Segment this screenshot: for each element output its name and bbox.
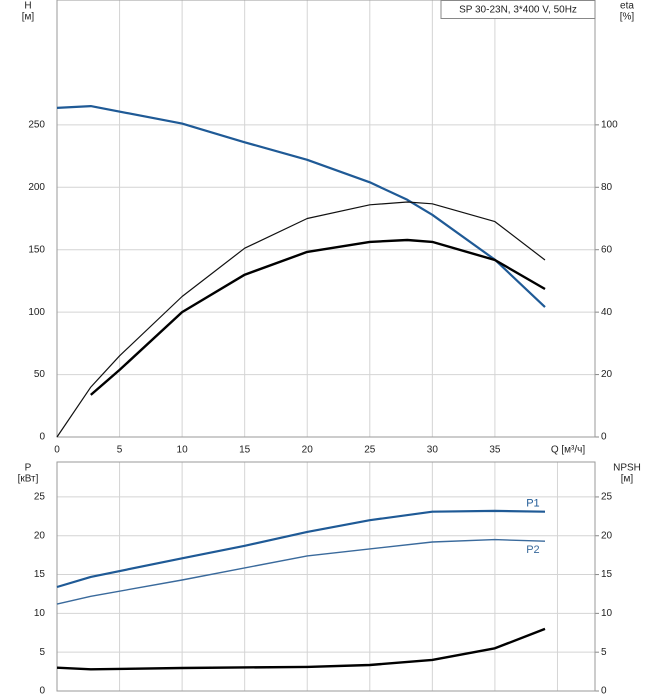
plot-frame bbox=[56, 461, 596, 692]
series-label: P2 bbox=[526, 544, 539, 556]
y2-tick-label: 60 bbox=[601, 244, 613, 255]
x-tick-label: 0 bbox=[54, 445, 60, 456]
y2-tick-label: 5 bbox=[601, 647, 607, 658]
y-tick-label: 150 bbox=[28, 244, 45, 255]
y2-tick-label: 0 bbox=[601, 686, 607, 697]
curve bbox=[56, 201, 546, 438]
y2-tick-label: 0 bbox=[601, 432, 607, 443]
x-tick-label: 25 bbox=[364, 445, 376, 456]
title: SP 30-23N, 3*400 V, 50Hz bbox=[459, 5, 577, 16]
curve bbox=[56, 509, 546, 589]
y2-tick-label: 10 bbox=[601, 608, 613, 619]
y2-axis-label: eta bbox=[620, 1, 634, 12]
y2-tick-label: 20 bbox=[601, 369, 613, 380]
plot-frame bbox=[56, 0, 596, 438]
x-tick-label: 5 bbox=[117, 445, 123, 456]
x-tick-label: 10 bbox=[177, 445, 189, 456]
y2-axis-unit: [м] bbox=[621, 474, 634, 485]
y-tick-label: 50 bbox=[34, 369, 46, 380]
y-axis-unit: [м] bbox=[22, 12, 35, 23]
y2-axis-unit: [%] bbox=[620, 12, 635, 23]
y2-tick-label: 100 bbox=[601, 119, 618, 130]
title-box bbox=[440, 0, 596, 19]
y2-tick-label: 20 bbox=[601, 530, 613, 541]
y-tick-label: 0 bbox=[39, 686, 45, 697]
curve bbox=[56, 538, 546, 605]
y2-tick-label: 40 bbox=[601, 307, 613, 318]
curve bbox=[56, 627, 546, 671]
x-axis-label: Q [м³/ч] bbox=[551, 445, 586, 456]
y-tick-label: 100 bbox=[28, 307, 45, 318]
y-tick-label: 5 bbox=[39, 647, 45, 658]
y-axis-unit: [кВт] bbox=[18, 474, 39, 485]
y-tick-label: 0 bbox=[39, 432, 45, 443]
y-tick-label: 200 bbox=[28, 182, 45, 193]
y2-tick-label: 80 bbox=[601, 182, 613, 193]
y-axis-label: H bbox=[24, 1, 31, 12]
y-tick-label: 20 bbox=[34, 530, 46, 541]
y-tick-label: 15 bbox=[34, 569, 46, 580]
y2-tick-label: 25 bbox=[601, 492, 613, 503]
y2-axis-label: NPSH bbox=[613, 463, 641, 474]
x-tick-label: 15 bbox=[239, 445, 251, 456]
y2-tick-label: 15 bbox=[601, 569, 613, 580]
y-axis-label: P bbox=[25, 463, 32, 474]
curve bbox=[56, 105, 546, 308]
curve bbox=[90, 238, 546, 396]
y-tick-label: 10 bbox=[34, 608, 46, 619]
y-tick-label: 25 bbox=[34, 492, 46, 503]
y-tick-label: 250 bbox=[28, 119, 45, 130]
x-tick-label: 30 bbox=[427, 445, 439, 456]
x-tick-label: 35 bbox=[489, 445, 501, 456]
x-tick-label: 20 bbox=[302, 445, 314, 456]
series-label: P1 bbox=[526, 498, 539, 510]
